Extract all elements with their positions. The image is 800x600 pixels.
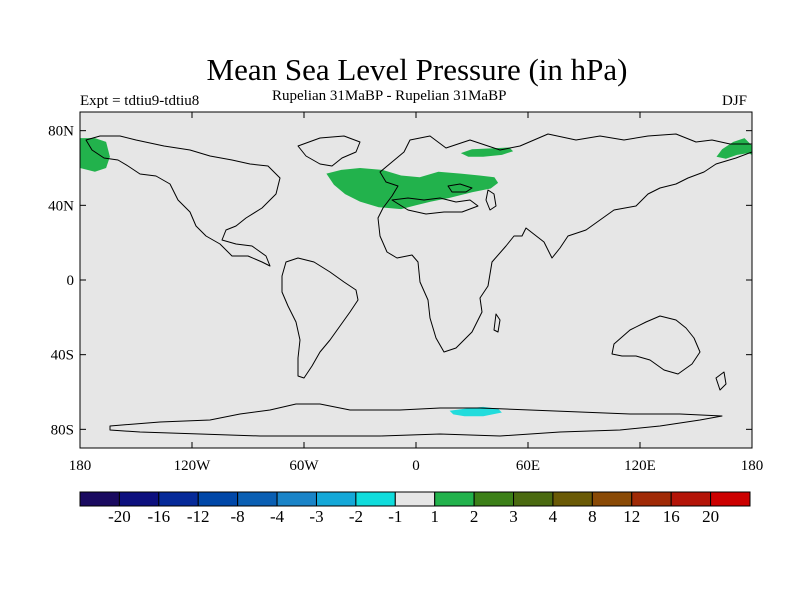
- coastline-madagascar: [493, 313, 501, 333]
- colorbar-swatch: [237, 491, 278, 507]
- plot-title: Mean Sea Level Pressure (in hPa): [206, 52, 628, 87]
- colorbar-label: 3: [509, 507, 518, 526]
- x-tick-label: 60W: [289, 458, 319, 474]
- colorbar-swatch: [513, 491, 554, 507]
- coastline-black-sea: [447, 183, 473, 193]
- coastline-north-america: [85, 135, 281, 267]
- colorbar-swatch: [710, 491, 751, 507]
- coastline-australia: [611, 315, 701, 375]
- colorbar-label: -16: [147, 507, 170, 526]
- anomaly-region-antarctic-coast: [449, 406, 502, 417]
- anomaly-region-north-atlantic-europe: [326, 168, 499, 210]
- map-background: [80, 112, 752, 448]
- colorbar-swatch: [158, 491, 199, 507]
- anomaly-layer: [80, 138, 752, 417]
- x-tick-label: 60E: [516, 458, 540, 474]
- period-subtitle: Rupelian 31MaBP - Rupelian 31MaBP: [272, 88, 507, 104]
- colorbar-swatch: [552, 491, 593, 507]
- experiment-label: Expt = tdtiu9-tdtiu8: [80, 93, 200, 109]
- coastline-mediterranean: [391, 197, 479, 215]
- colorbar-label: -3: [309, 507, 323, 526]
- colorbar-swatch: [473, 491, 515, 507]
- x-tick-label: 180: [69, 458, 92, 474]
- coastline-afro-eurasia: [377, 133, 752, 353]
- colorbar-label: 8: [588, 507, 597, 526]
- colorbar-label: 20: [702, 507, 719, 526]
- colorbar-swatch: [79, 491, 120, 507]
- x-tick-label: 180: [741, 458, 764, 474]
- colorbar-label: 1: [430, 507, 439, 526]
- anomaly-region-north-pacific-west: [80, 138, 110, 172]
- colorbar-label: -8: [231, 507, 245, 526]
- colorbar-swatch: [355, 491, 396, 507]
- y-tick-label: 40S: [51, 348, 74, 364]
- colorbar-label: -20: [108, 507, 131, 526]
- colorbar-swatch: [276, 491, 317, 507]
- colorbar-swatch: [118, 491, 160, 507]
- colorbar-swatch: [670, 491, 712, 507]
- coastline-new-zealand: [715, 371, 727, 391]
- x-tick-label: 120W: [174, 458, 212, 474]
- y-tick-label: 80N: [48, 124, 74, 140]
- y-tick-label: 0: [67, 273, 75, 289]
- colorbar-label: -2: [349, 507, 363, 526]
- colorbar-label: -12: [187, 507, 210, 526]
- y-tick-label: 40N: [48, 198, 74, 214]
- colorbar-swatch: [197, 491, 239, 507]
- axis-layer: 180 120W 60W 0 60E 120E 180 80N 40N 0 40S 80S: [48, 112, 763, 474]
- colorbar-label: 2: [470, 507, 479, 526]
- season-label: DJF: [722, 93, 748, 109]
- coastline-layer: [85, 133, 752, 437]
- colorbar-label: 12: [623, 507, 640, 526]
- colorbar-swatch: [631, 491, 672, 507]
- colorbar-label: 16: [663, 507, 680, 526]
- colorbar-label: 4: [549, 507, 558, 526]
- colorbar: -20 -16 -12 -8 -4 -3 -2 -1 1 2 3 4 8 12 16 20: [79, 491, 751, 526]
- anomaly-region-north-pacific-east: [716, 138, 752, 159]
- coastline-south-america: [281, 257, 359, 379]
- colorbar-label: -4: [270, 507, 285, 526]
- colorbar-swatch: [315, 491, 357, 507]
- x-tick-label: 0: [412, 458, 420, 474]
- coastline-caspian: [485, 189, 497, 211]
- x-tick-label: 120E: [624, 458, 656, 474]
- y-tick-label: 80S: [51, 422, 74, 438]
- colorbar-swatch: [591, 491, 633, 507]
- colorbar-label: -1: [388, 507, 402, 526]
- colorbar-swatch: [434, 491, 475, 507]
- colorbar-swatch: [394, 491, 436, 507]
- coastline-greenland: [297, 135, 361, 167]
- coastline-antarctica: [109, 403, 723, 437]
